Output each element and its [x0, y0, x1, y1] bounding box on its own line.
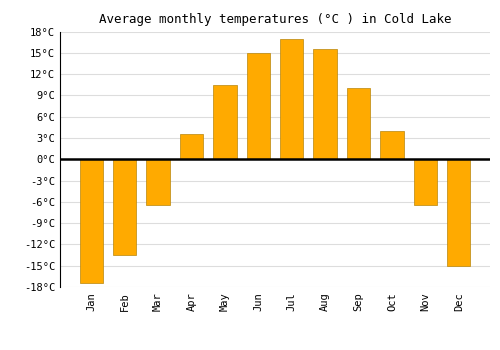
Title: Average monthly temperatures (°C ) in Cold Lake: Average monthly temperatures (°C ) in Co… [99, 13, 451, 26]
Bar [213, 85, 236, 159]
Bar [314, 49, 337, 159]
Bar [380, 131, 404, 159]
Bar [447, 159, 470, 266]
Bar [280, 38, 303, 159]
Bar [180, 134, 203, 159]
Bar [113, 159, 136, 255]
Bar [414, 159, 437, 205]
Bar [347, 88, 370, 159]
Bar [80, 159, 103, 284]
Bar [146, 159, 170, 205]
Bar [246, 53, 270, 159]
